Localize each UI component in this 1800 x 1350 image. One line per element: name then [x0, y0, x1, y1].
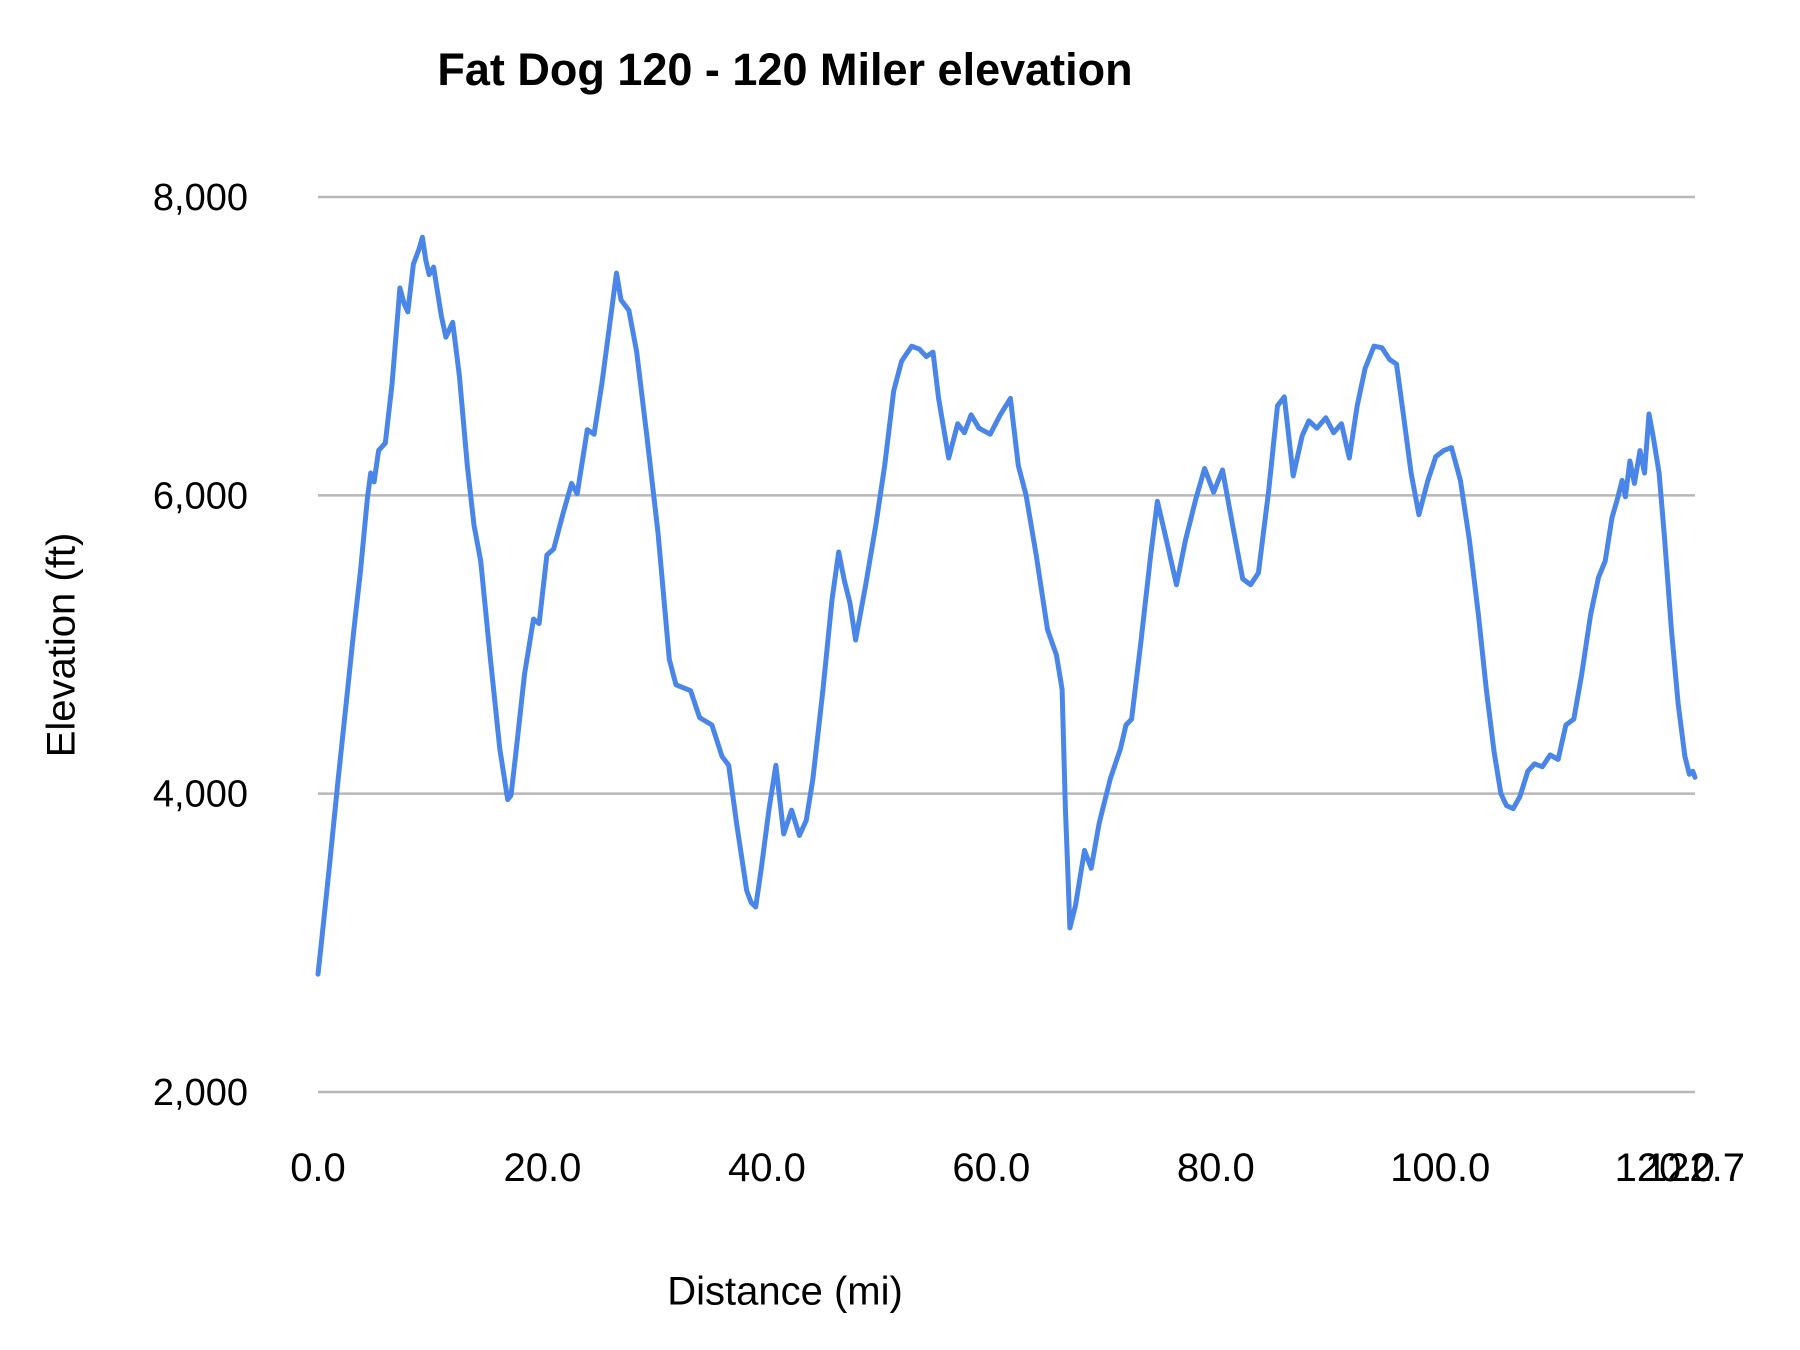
chart-title: Fat Dog 120 - 120 Miler elevation: [437, 44, 1133, 95]
x-tick-label-80.0: 80.0: [1177, 1146, 1255, 1190]
elevation-line: [315, 234, 1698, 977]
x-axis-title: Distance (mi): [667, 1269, 903, 1314]
x-tick-label-60.0: 60.0: [952, 1146, 1030, 1190]
x-tick-label-20.0: 20.0: [504, 1146, 582, 1190]
x-tick-label-120.0: 120.0: [1615, 1146, 1715, 1190]
x-tick-label-0.0: 0.0: [290, 1146, 346, 1190]
y-tick-label-6000: 6,000: [153, 475, 248, 517]
y-tick-label-2000: 2,000: [153, 1072, 248, 1114]
x-tick-label-100.0: 100.0: [1390, 1146, 1490, 1190]
y-tick-label-8000: 8,000: [153, 177, 248, 219]
x-tick-label-122.7: 122.7: [1645, 1146, 1745, 1190]
x-tick-label-40.0: 40.0: [728, 1146, 806, 1190]
y-tick-label-4000: 4,000: [153, 774, 248, 816]
